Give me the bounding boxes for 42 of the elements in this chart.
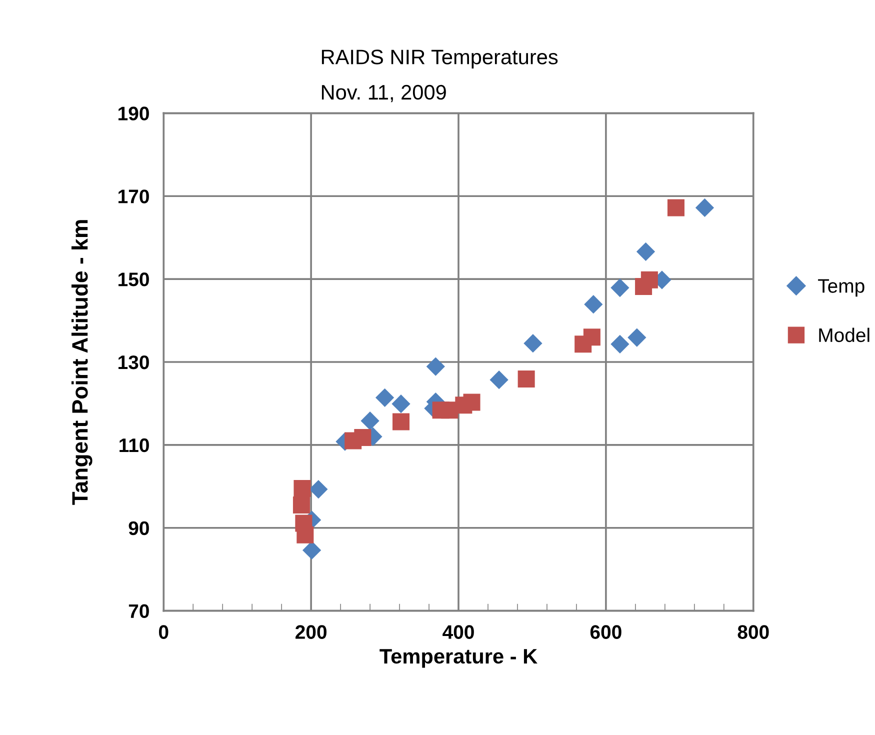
- chart-title: RAIDS NIR Temperatures: [322, 50, 558, 69]
- point: [518, 370, 535, 388]
- point: [360, 412, 380, 430]
- chart-subtitle: Nov. 11, 2009: [322, 84, 446, 102]
- legend-label: Temp: [818, 279, 864, 297]
- point: [294, 480, 311, 497]
- legend-label: Model: [819, 328, 870, 342]
- x-tick-label: 400: [442, 625, 474, 639]
- point: [610, 278, 630, 298]
- point: [584, 295, 603, 314]
- y-tick-label: 170: [118, 190, 149, 204]
- point: [667, 199, 684, 216]
- point: [628, 328, 646, 347]
- point: [392, 413, 410, 430]
- y-tick-label: 150: [118, 272, 149, 286]
- point: [375, 388, 394, 407]
- point: [302, 540, 322, 560]
- x-tick-label: 0: [158, 625, 168, 639]
- point: [610, 334, 630, 354]
- y-tick-label: 90: [128, 521, 149, 536]
- point: [309, 480, 328, 499]
- point: [583, 328, 600, 346]
- point: [490, 370, 508, 390]
- y-axis-title: Tangent Point Altitude - km: [71, 220, 92, 505]
- x-tick-label: 200: [296, 625, 326, 639]
- y-tick-label: 130: [118, 355, 149, 370]
- point: [296, 526, 314, 544]
- x-tick-label: 600: [590, 625, 622, 639]
- y-tick-label: 110: [120, 438, 149, 452]
- point: [392, 394, 410, 414]
- point: [695, 198, 714, 218]
- x-axis-title: Temperature - K: [380, 649, 538, 668]
- x-tick-label: 800: [738, 625, 769, 639]
- y-tick-label: 190: [118, 106, 149, 120]
- point: [354, 428, 372, 446]
- point: [292, 496, 310, 514]
- point: [426, 357, 445, 376]
- point: [524, 334, 542, 353]
- point: [636, 242, 656, 262]
- y-tick-label: 70: [128, 604, 149, 618]
- point: [463, 394, 480, 411]
- point: [640, 271, 658, 288]
